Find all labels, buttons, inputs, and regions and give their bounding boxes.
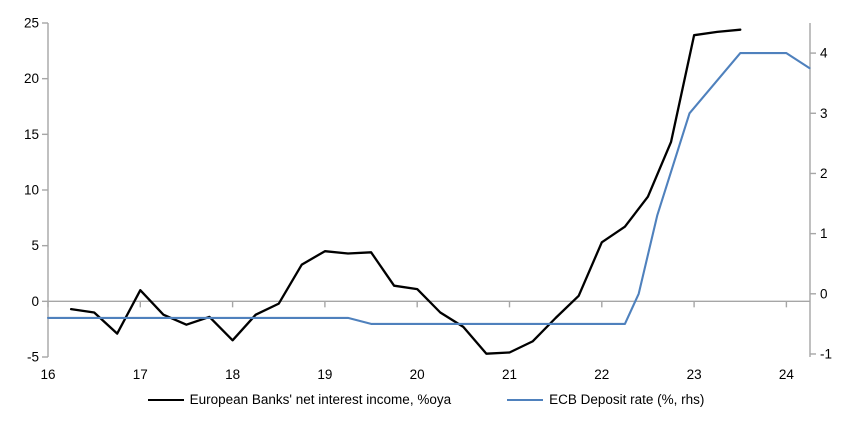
right-axis-tick-label: 2: [820, 166, 828, 181]
right-axis-tick-label: 4: [820, 46, 828, 61]
x-axis-tick-label: 19: [317, 367, 332, 382]
left-axis-tick-label: 5: [31, 238, 39, 253]
x-axis-tick-label: 24: [779, 367, 795, 382]
black-line-swatch-icon: [147, 398, 184, 401]
left-axis-tick-label: 20: [24, 71, 39, 86]
right-axis-tick-label: 3: [820, 106, 828, 121]
x-axis-tick-label: 18: [225, 367, 240, 382]
x-axis-tick-label: 23: [687, 367, 702, 382]
x-axis-tick-label: 17: [133, 367, 148, 382]
left-axis-tick-label: -5: [27, 350, 39, 365]
x-axis-tick-label: 21: [502, 367, 517, 382]
right-axis-tick-label: 0: [820, 286, 828, 301]
legend-item-ecb-deposit-rate: ECB Deposit rate (%, rhs): [507, 392, 704, 407]
legend-label-ecb-deposit-rate: ECB Deposit rate (%, rhs): [549, 392, 705, 407]
x-axis-tick-label: 20: [410, 367, 425, 382]
chart-legend: European Banks' net interest income, %oy…: [0, 392, 852, 407]
x-axis-tick-label: 22: [594, 367, 609, 382]
left-axis-tick-label: 15: [24, 127, 39, 142]
x-axis-tick-label: 16: [40, 367, 55, 382]
left-axis-tick-label: 25: [24, 16, 39, 31]
right-axis-tick-label: 1: [820, 226, 828, 241]
left-axis-tick-label: 0: [31, 294, 39, 309]
net-interest-income-line-series: [69, 28, 742, 355]
ecb-deposit-rate-line-series: [46, 52, 811, 325]
right-axis-tick-label: -1: [820, 346, 832, 361]
legend-item-net-interest-income: European Banks' net interest income, %oy…: [147, 392, 452, 407]
legend-label-net-interest-income: European Banks' net interest income, %oy…: [189, 392, 452, 407]
left-axis-tick-label: 10: [24, 183, 39, 198]
blue-line-swatch-icon: [507, 398, 544, 401]
